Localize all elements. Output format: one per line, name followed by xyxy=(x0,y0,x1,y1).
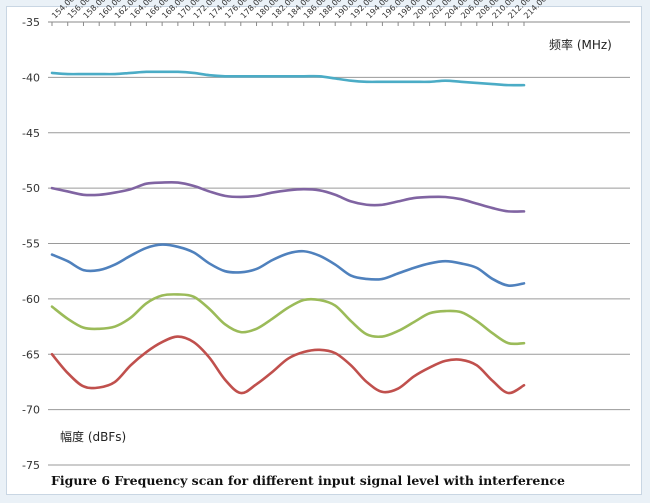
series-line-1 xyxy=(50,70,526,87)
y-tick-label: -70 xyxy=(22,404,40,417)
series-line-2 xyxy=(50,180,526,213)
chart-frame xyxy=(6,6,642,495)
y-tick-label: -50 xyxy=(22,182,40,195)
y-tick-label: -45 xyxy=(22,127,40,140)
y-tick-label: -75 xyxy=(22,459,40,472)
y-tick-label: -65 xyxy=(22,348,40,361)
y-tick-label: -35 xyxy=(22,16,40,29)
series-line-5 xyxy=(50,335,526,395)
y-tick-labels: -35 -40 -45 -50 -55 -60 -65 -70 -75 xyxy=(22,16,40,472)
series-line-4 xyxy=(50,293,526,346)
series-line-3 xyxy=(50,243,526,288)
y-axis-label: 幅度 (dBFs) xyxy=(60,429,126,444)
figure-caption: Figure 6 Frequency scan for different in… xyxy=(51,473,565,488)
grid-lines xyxy=(48,21,630,466)
y-tick-label: -60 xyxy=(22,293,40,306)
y-tick-label: -40 xyxy=(22,71,40,84)
series-lines xyxy=(50,70,526,395)
x-axis-label: 频率 (MHz) xyxy=(549,37,612,52)
y-tick-label: -55 xyxy=(22,238,40,251)
